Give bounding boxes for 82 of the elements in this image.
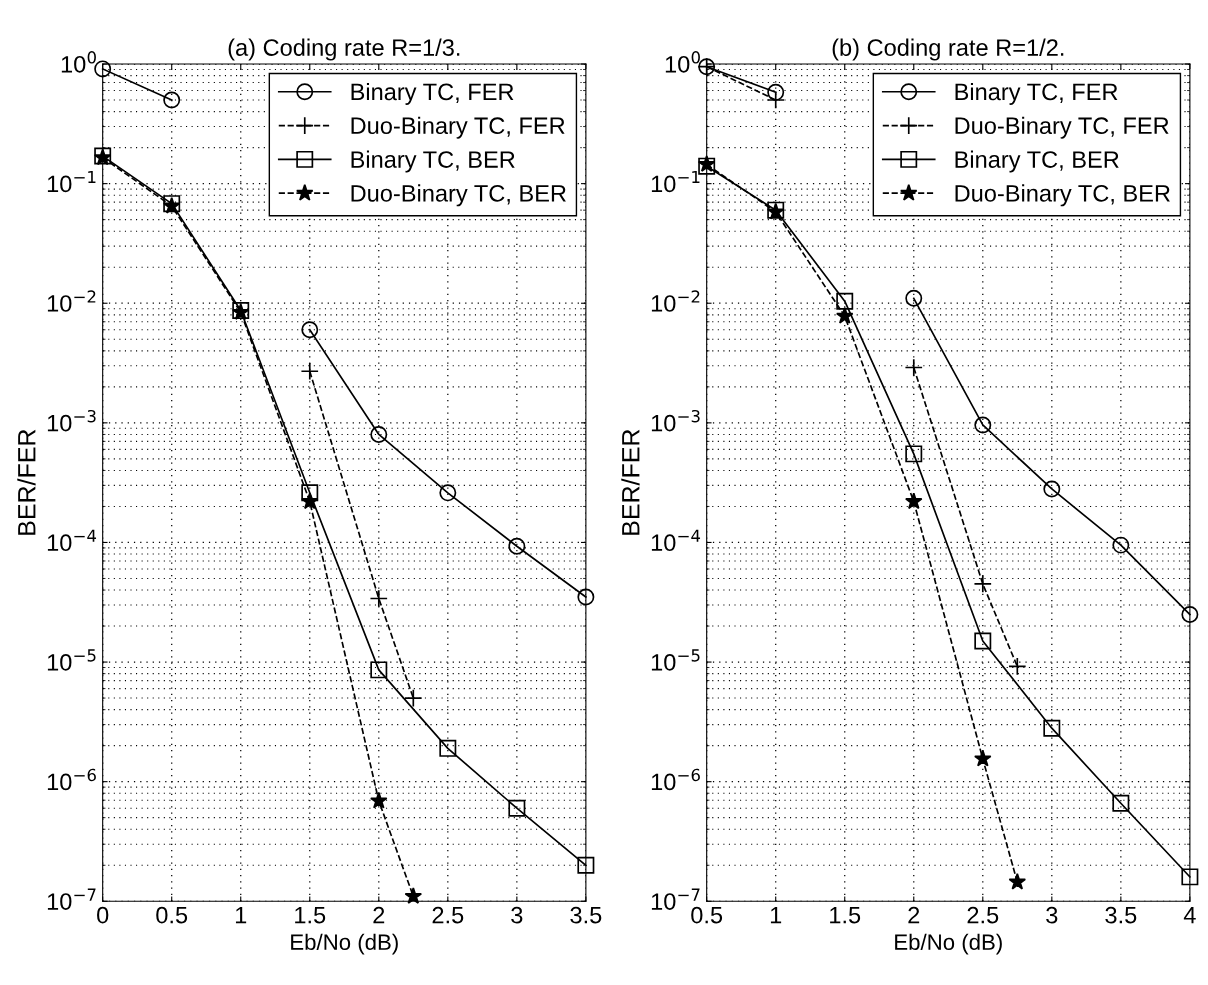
point (974, 749, 992, 767)
point (369, 589, 388, 608)
point (301, 484, 319, 502)
y-tick-label: 10$^{−6}$ (47, 768, 96, 791)
point (370, 791, 388, 809)
x-tick-label: 3 (511, 906, 523, 924)
x-tick-label: 0 (97, 906, 109, 924)
chart-title: (b) Coding rate R=1/2. (832, 38, 1064, 61)
legend-label: Binary TC, FER (351, 82, 514, 105)
point (767, 83, 785, 101)
point (439, 739, 457, 757)
point (163, 91, 181, 109)
point (1112, 536, 1130, 554)
point (836, 292, 854, 310)
point (835, 306, 854, 324)
x-tick-label: 2.5 (432, 906, 464, 924)
legend-label: Binary TC, BER (955, 150, 1119, 173)
point (766, 90, 785, 110)
y-tick-label: 10$^{0}$ (665, 51, 700, 73)
x-tick-label: 2 (373, 906, 385, 924)
point (1112, 794, 1130, 812)
point (1008, 657, 1027, 676)
point (94, 60, 112, 78)
y-tick-label: 10$^{−5}$ (651, 649, 700, 671)
point (905, 289, 923, 307)
chart-title: (a) Coding rate R=1/3. (228, 38, 460, 61)
y-tick-label: 10$^{0}$ (61, 51, 96, 73)
x-tick-label: 1 (235, 907, 247, 924)
legend-label: Duo-Binary TC, FER (955, 116, 1169, 139)
point (439, 484, 457, 502)
y-tick-label: 10$^{−1}$ (651, 170, 700, 193)
x-tick-label: 2.5 (967, 906, 999, 924)
point (1008, 872, 1027, 890)
point (905, 492, 923, 510)
x-axis-title: Eb/No (dB) (895, 933, 1002, 955)
x-tick-label: 4 (1183, 907, 1196, 924)
legend-label: Binary TC, FER (955, 82, 1118, 105)
point (1043, 480, 1061, 498)
y-tick-label: 10$^{−4}$ (651, 529, 701, 552)
y-tick-label: 10$^{−3}$ (47, 409, 96, 432)
point (1181, 868, 1199, 886)
x-tick-label: 0.5 (156, 906, 188, 924)
point (905, 445, 923, 463)
y-tick-label: 10$^{−1}$ (47, 170, 96, 193)
point (300, 362, 319, 381)
point (974, 416, 992, 434)
point (974, 632, 992, 650)
x-tick-label: 1 (770, 907, 782, 924)
legend-label: Binary TC, BER (351, 150, 515, 173)
point (508, 537, 526, 555)
point (577, 856, 595, 874)
point (1181, 605, 1199, 623)
legend-label: Duo-Binary TC, BER (351, 184, 566, 207)
x-tick-label: 1.5 (830, 907, 861, 924)
x-tick-label: 2 (908, 906, 920, 924)
point (370, 661, 388, 679)
y-tick-label: 10$^{−2}$ (651, 290, 700, 312)
point (577, 588, 595, 606)
y-tick-label: 10$^{−7}$ (47, 888, 96, 910)
y-tick-label: 10$^{−6}$ (651, 768, 700, 791)
point (301, 492, 319, 510)
point (370, 425, 388, 443)
point (904, 358, 923, 377)
y-tick-label: 10$^{−5}$ (47, 649, 96, 671)
point (404, 887, 423, 904)
point (1043, 719, 1061, 737)
point (301, 321, 319, 339)
y-axis-title: BER/FER (621, 429, 640, 535)
point (973, 574, 992, 594)
x-tick-label: 1.5 (295, 907, 326, 924)
x-tick-label: 3.5 (1105, 906, 1137, 924)
x-tick-label: 3 (1046, 906, 1058, 924)
y-tick-label: 10$^{−3}$ (651, 409, 700, 432)
y-axis-title: BER/FER (17, 429, 36, 535)
y-tick-label: 10$^{−2}$ (47, 290, 96, 312)
legend-label: Duo-Binary TC, BER (955, 184, 1170, 207)
point (508, 799, 526, 817)
point (404, 688, 423, 708)
x-tick-label: 3.5 (570, 906, 602, 924)
y-tick-label: 10$^{−4}$ (47, 529, 97, 552)
legend-label: Duo-Binary TC, FER (351, 116, 565, 139)
x-axis-title: Eb/No (dB) (291, 933, 398, 955)
